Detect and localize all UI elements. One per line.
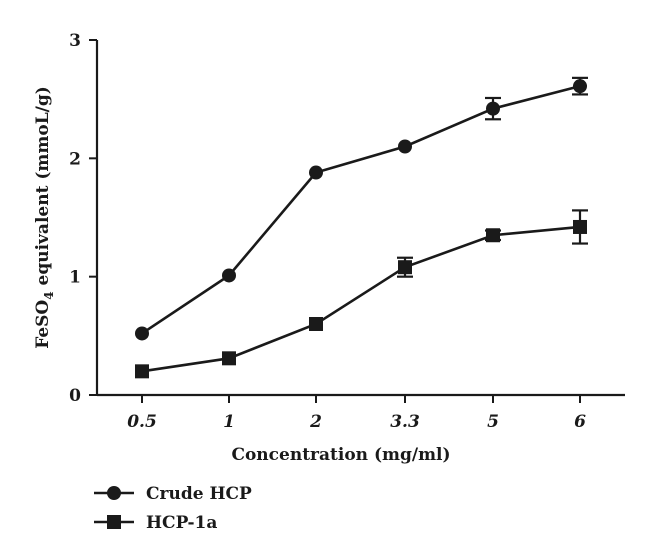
legend-item-1: HCP-1a xyxy=(94,513,217,533)
series-0 xyxy=(135,76,588,341)
x-tick-label-2: 2 xyxy=(309,412,322,432)
data-point-1-1 xyxy=(222,351,236,366)
data-point-0-3 xyxy=(398,139,412,154)
data-point-1-3 xyxy=(398,260,412,275)
y-tick-label-3: 3 xyxy=(69,31,81,51)
data-point-0-1 xyxy=(222,268,236,283)
series-1 xyxy=(135,209,588,379)
series-layer xyxy=(135,76,588,379)
legend-label-0: Crude HCP xyxy=(146,484,252,504)
y-axis-label-subscript: 4 xyxy=(42,291,56,299)
x-tick-label-0: 0.5 xyxy=(127,412,157,432)
data-point-1-4 xyxy=(486,228,500,243)
y-tick-label-1: 1 xyxy=(69,268,81,288)
y-axis-label-main: FeSO xyxy=(33,300,53,349)
axes xyxy=(95,40,625,397)
data-point-1-2 xyxy=(309,317,323,331)
data-point-0-4 xyxy=(486,101,500,116)
x-tick-label-4: 5 xyxy=(487,412,499,432)
legend-item-0: Crude HCP xyxy=(94,484,252,504)
y-tick-label-2: 2 xyxy=(69,149,81,169)
legend: Crude HCP HCP-1a xyxy=(94,484,252,533)
data-point-0-2 xyxy=(309,165,323,180)
x-tick-label-1: 1 xyxy=(223,412,235,432)
x-tick-label-3: 3.3 xyxy=(390,412,420,432)
y-tick-label-0: 0 xyxy=(69,386,81,406)
x-tick-label-5: 6 xyxy=(574,412,586,432)
legend-label-1: HCP-1a xyxy=(146,513,217,533)
legend-marker-0 xyxy=(107,486,121,500)
legend-marker-1 xyxy=(107,515,121,529)
y-axis-label-rest: equivalent (mmoL/g) xyxy=(33,86,53,291)
x-axis-label: Concentration (mg/ml) xyxy=(231,445,450,465)
series-line-1 xyxy=(141,225,581,373)
data-point-0-5 xyxy=(573,79,587,94)
data-point-1-0 xyxy=(135,364,149,379)
y-axis-label: FeSO4 equivalent (mmoL/g) xyxy=(33,86,56,349)
data-point-0-0 xyxy=(135,326,149,341)
data-point-1-5 xyxy=(573,219,587,234)
series-line-0 xyxy=(141,84,581,335)
y-ticks: 0 1 2 3 xyxy=(69,31,97,406)
x-ticks: 0.5 1 2 3.3 5 6 xyxy=(127,395,586,432)
